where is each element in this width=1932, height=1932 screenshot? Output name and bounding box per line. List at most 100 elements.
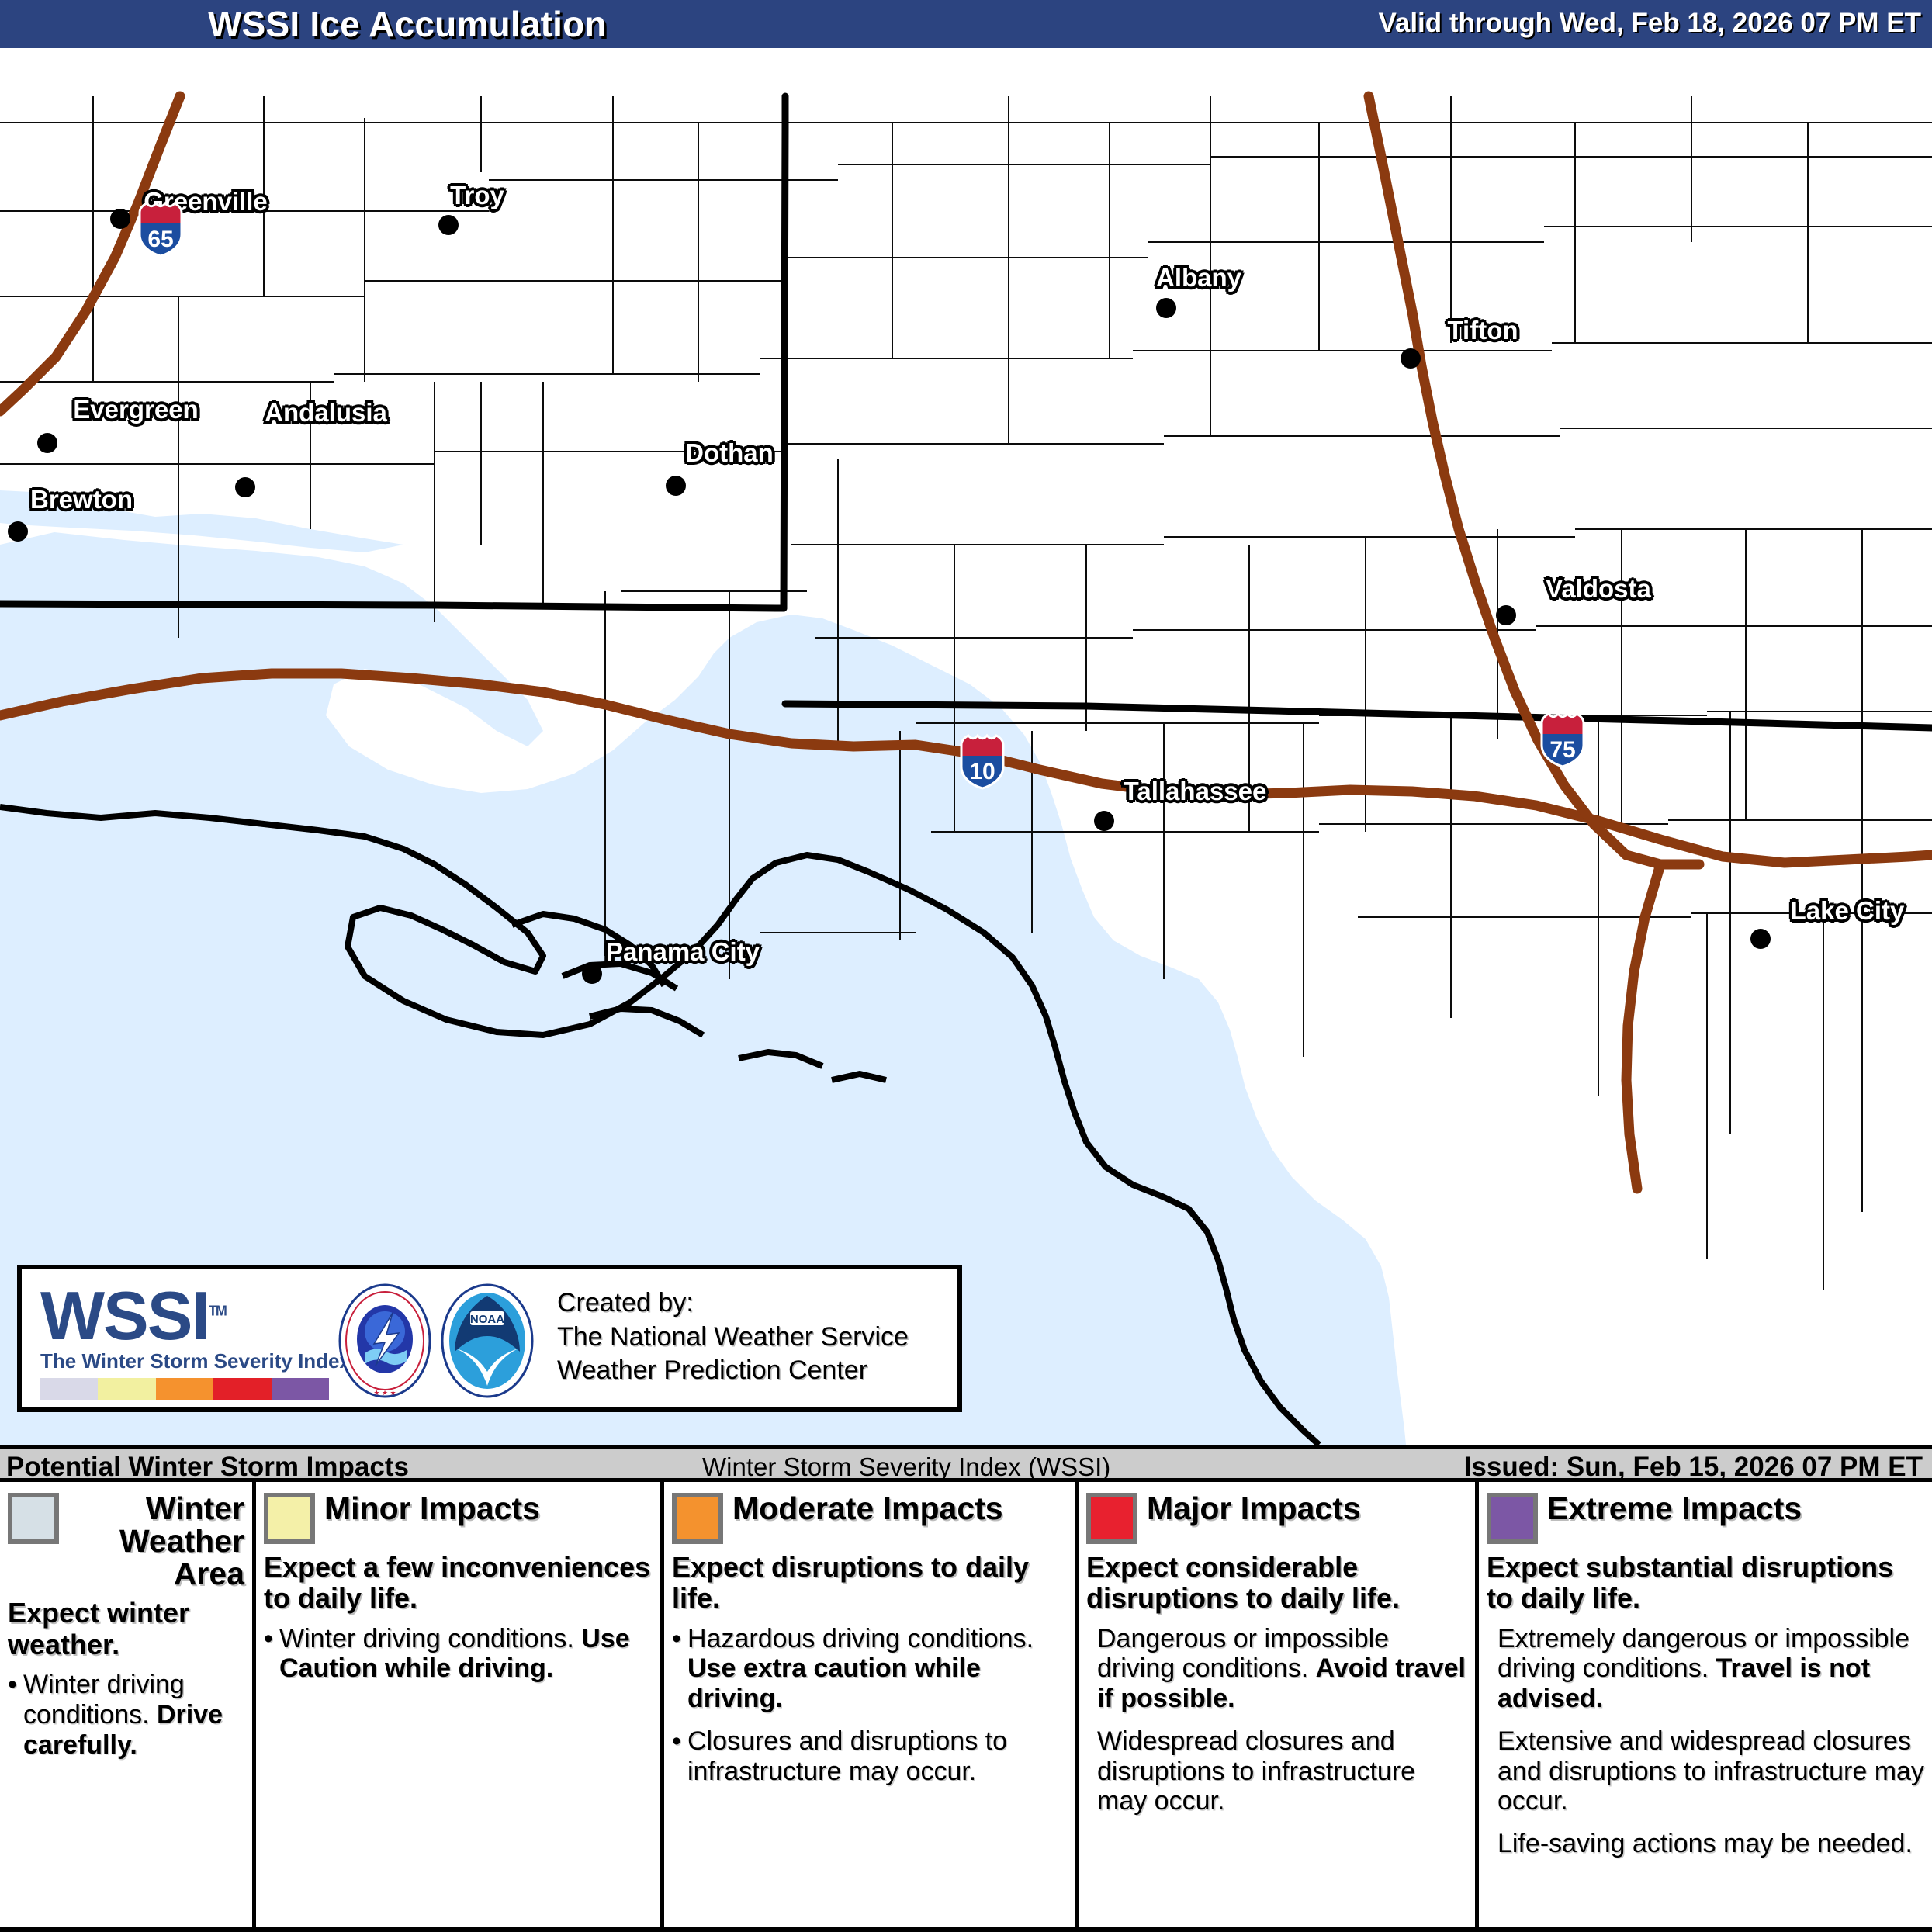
city-label-brewton: Brewton <box>30 485 133 514</box>
city-dot-valdosta <box>1496 605 1516 625</box>
legend-column-extreme-impacts[interactable]: Extreme Impacts Expect substantial disru… <box>1479 1482 1932 1927</box>
legend-label-major-impacts: Major Impacts <box>1147 1491 1361 1526</box>
legend-column-major-impacts[interactable]: Major Impacts Expect considerable disrup… <box>1079 1482 1479 1927</box>
city-label-lake-city: Lake City <box>1790 896 1905 925</box>
city-dot-dothan <box>666 476 686 496</box>
legend-header: Extreme Impacts <box>1487 1491 1924 1544</box>
legend-bullets-extreme-impacts: • Extremely dangerous or impossible driv… <box>1487 1624 1924 1859</box>
legend-summary-moderate-impacts: Expect disruptions to daily life. <box>672 1551 1030 1615</box>
map-geometry <box>0 91 1932 1445</box>
legend-header: Major Impacts <box>1086 1491 1467 1544</box>
wssi-bar-4 <box>271 1377 330 1400</box>
legend-bullet: • Extensive and widespread closures and … <box>1487 1726 1924 1816</box>
wssi-bar-3 <box>213 1377 272 1400</box>
wssi-bar-2 <box>155 1377 214 1400</box>
legend-header: Moderate Impacts <box>672 1491 1067 1544</box>
legend-column-minor-impacts[interactable]: Minor Impacts Expect a few inconvenience… <box>256 1482 664 1927</box>
impacts-bar-subtitle: Winter Storm Severity Index (WSSI) <box>702 1452 1111 1481</box>
bullet-text: Extremely dangerous or impossible drivin… <box>1497 1623 1910 1714</box>
interstate-shield-10[interactable]: 10 <box>957 732 1007 790</box>
city-label-troy: Troy <box>450 181 504 209</box>
interstate-shield-65[interactable]: 65 <box>136 200 185 258</box>
wssi-logo-tm: TM <box>208 1303 227 1319</box>
legend-swatch-winter-weather-area <box>8 1493 59 1544</box>
legend-column-moderate-impacts[interactable]: Moderate Impacts Expect disruptions to d… <box>664 1482 1079 1927</box>
city-label-tallahassee: Tallahassee <box>1123 777 1267 805</box>
interstate-shield-75[interactable]: 75 <box>1538 711 1587 768</box>
created-by-block: Created by: The National Weather Service… <box>557 1286 909 1388</box>
bullet-text: Winter driving conditions. Drive careful… <box>23 1670 223 1760</box>
legend-swatch-major-impacts <box>1086 1493 1137 1544</box>
noaa-seal-icon: NOAA <box>441 1283 534 1398</box>
bullet-text: Hazardous driving conditions. Use extra … <box>687 1623 1034 1714</box>
issued-label: Issued: Sun, Feb 15, 2026 07 PM ET <box>1463 1452 1923 1482</box>
city-dot-lake-city <box>1750 929 1771 949</box>
legend-header: Winter Weather Area <box>8 1491 244 1591</box>
city-dot-greenville <box>110 209 130 229</box>
city-dot-tallahassee <box>1094 811 1114 831</box>
wssi-logo-wordmark: WSSITM <box>40 1282 335 1350</box>
city-label-valdosta: Valdosta <box>1546 574 1651 603</box>
wssi-bar-0 <box>40 1377 99 1400</box>
legend-bullet: • Winter driving conditions. Use Caution… <box>264 1624 653 1684</box>
interstate-number-75: 75 <box>1549 737 1576 763</box>
wssi-bar-1 <box>98 1377 156 1400</box>
wssi-credit-box: WSSITM The Winter Storm Severity Index ★… <box>17 1265 962 1412</box>
legend-bullet: • Winter driving conditions. Drive caref… <box>8 1670 244 1760</box>
impacts-bar: Potential Winter Storm Impacts Winter St… <box>0 1445 1932 1482</box>
legend-label-winter-weather-area: Winter Weather Area <box>119 1491 244 1591</box>
page-header: WSSI Ice Accumulation Valid through Wed,… <box>0 0 1932 48</box>
bullet-text: Closures and disruptions to infrastructu… <box>687 1726 1008 1786</box>
city-label-evergreen: Evergreen <box>73 395 199 424</box>
legend-bullet: • Extremely dangerous or impossible driv… <box>1487 1624 1924 1714</box>
created-by-line-2: The National Weather Service <box>557 1321 909 1352</box>
legend-swatch-extreme-impacts <box>1487 1493 1538 1544</box>
legend-label-moderate-impacts: Moderate Impacts <box>732 1491 1003 1526</box>
wssi-logo-color-bars <box>40 1377 330 1400</box>
bullet-text: Life-saving actions may be needed. <box>1497 1829 1913 1859</box>
legend-summary-major-impacts: Expect considerable disruptions to daily… <box>1086 1551 1401 1615</box>
state-boundary <box>0 92 1932 732</box>
legend-swatch-moderate-impacts <box>672 1493 723 1544</box>
legend-label-extreme-impacts: Extreme Impacts <box>1547 1491 1802 1526</box>
legend-column-winter-weather-area[interactable]: Winter Weather Area Expect winter weathe… <box>0 1482 256 1927</box>
map-canvas[interactable]: Greenville Troy Albany Tifton Evergreen … <box>0 48 1932 1445</box>
shield-10-icon <box>960 733 1005 790</box>
created-by-line-1: Created by: <box>557 1288 694 1317</box>
bullet-text: Widespread closures and disruptions to i… <box>1097 1726 1416 1816</box>
interstate-number-10: 10 <box>969 759 995 784</box>
coastline <box>0 804 1321 1445</box>
legend-bullets-winter-weather-area: • Winter driving conditions. Drive caref… <box>8 1670 244 1760</box>
legend-bullets-moderate-impacts: • Hazardous driving conditions. Use extr… <box>672 1624 1067 1787</box>
bullet-text: Winter driving conditions. Use Caution w… <box>279 1623 630 1684</box>
bullet-dot-icon: • <box>672 1726 681 1756</box>
legend-bullet: • Dangerous or impossible driving condit… <box>1086 1624 1467 1714</box>
legend-bullets-major-impacts: • Dangerous or impossible driving condit… <box>1086 1624 1467 1817</box>
bullet-text: Extensive and widespread closures and di… <box>1497 1726 1924 1816</box>
legend-swatch-minor-impacts <box>264 1493 315 1544</box>
bullet-text: Dangerous or impossible driving conditio… <box>1097 1623 1466 1714</box>
city-label-albany: Albany <box>1155 263 1242 292</box>
legend-bullet: • Life-saving actions may be needed. <box>1487 1829 1924 1859</box>
page-title: WSSI Ice Accumulation <box>208 4 607 44</box>
wssi-logo-subtitle: The Winter Storm Severity Index <box>40 1349 351 1373</box>
city-dot-albany <box>1156 298 1176 318</box>
legend-summary-winter-weather-area: Expect winter weather. <box>8 1597 190 1660</box>
wssi-logo: WSSITM The Winter Storm Severity Index <box>40 1282 351 1400</box>
city-label-dothan: Dothan <box>685 438 774 467</box>
legend-label-minor-impacts: Minor Impacts <box>324 1491 540 1526</box>
created-by-line-3: Weather Prediction Center <box>557 1356 868 1386</box>
city-dot-evergreen <box>37 433 57 453</box>
city-label-panama-city: Panama City <box>605 937 760 966</box>
city-dot-tifton <box>1401 348 1421 369</box>
national-weather-service-seal-icon: ★ ★ ★ <box>338 1283 431 1398</box>
svg-text:NOAA: NOAA <box>470 1313 504 1326</box>
legend-bullet: • Widespread closures and disruptions to… <box>1086 1726 1467 1816</box>
legend-bullets-minor-impacts: • Winter driving conditions. Use Caution… <box>264 1624 653 1684</box>
bullet-dot-icon: • <box>8 1670 17 1700</box>
svg-text:★ ★ ★: ★ ★ ★ <box>373 1389 396 1397</box>
bullet-dot-icon: • <box>672 1623 681 1653</box>
interstate-routes <box>0 91 1932 1194</box>
shield-75-icon <box>1540 712 1585 768</box>
legend-bullet: • Hazardous driving conditions. Use extr… <box>672 1624 1067 1714</box>
